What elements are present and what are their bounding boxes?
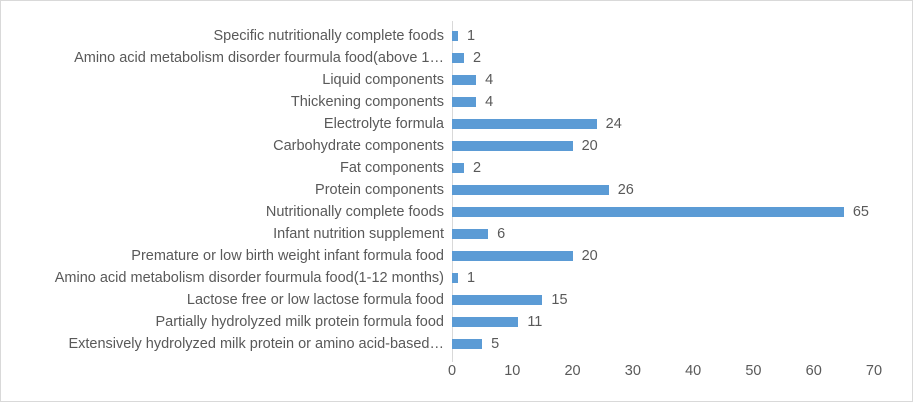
bar — [452, 163, 465, 173]
x-axis-tick-label: 0 — [447, 363, 457, 379]
bar-track: 4 — [452, 69, 912, 91]
value-label: 5 — [491, 336, 500, 352]
bar-track: 65 — [452, 201, 912, 223]
value-label: 1 — [467, 28, 476, 44]
x-axis-tick-label: 40 — [685, 363, 702, 379]
value-label: 1 — [467, 270, 476, 286]
bar-track: 6 — [452, 223, 912, 245]
category-label: Liquid components — [322, 72, 444, 88]
chart-row: Premature or low birth weight infant for… — [1, 245, 912, 267]
bar — [452, 119, 597, 129]
x-axis-tick-label: 60 — [805, 363, 822, 379]
bar — [452, 251, 573, 261]
value-label: 6 — [497, 226, 506, 242]
bar-track: 4 — [452, 91, 912, 113]
value-label: 2 — [473, 50, 482, 66]
chart-row: Nutritionally complete foods 65 — [1, 201, 912, 223]
value-label: 11 — [527, 314, 543, 330]
chart-row: Liquid components 4 — [1, 69, 912, 91]
bar — [452, 229, 489, 239]
x-axis-tick-label: 10 — [504, 363, 521, 379]
chart-row: Amino acid metabolism disorder fourmula … — [1, 47, 912, 69]
category-label: Nutritionally complete foods — [265, 204, 444, 220]
bar — [452, 31, 459, 41]
bar-track: 1 — [452, 267, 912, 289]
value-label: 2 — [473, 160, 482, 176]
category-label: Premature or low birth weight infant for… — [131, 248, 444, 264]
category-label: Amino acid metabolism disorder fourmula … — [74, 50, 444, 66]
x-axis-tick-label: 50 — [745, 363, 762, 379]
chart-rows: Specific nutritionally complete foods 1 Am… — [1, 25, 912, 355]
category-label: Specific nutritionally complete foods — [213, 28, 444, 44]
bar — [452, 295, 543, 305]
category-label: Partially hydrolyzed milk protein formul… — [155, 314, 444, 330]
x-axis-tick-label: 30 — [624, 363, 641, 379]
x-axis-tick-label: 70 — [865, 363, 883, 379]
bar-track: 11 — [452, 311, 912, 333]
chart-row: Partially hydrolyzed milk protein formul… — [1, 311, 912, 333]
category-label: Thickening components — [290, 94, 444, 110]
chart-row: Specific nutritionally complete foods 1 — [1, 25, 912, 47]
category-label: Lactose free or low lactose formula food — [186, 292, 444, 308]
bar-track: 2 — [452, 157, 912, 179]
category-label: Fat components — [340, 160, 444, 176]
bar-track: 26 — [452, 179, 912, 201]
bar — [452, 75, 477, 85]
chart-row: Amino acid metabolism disorder fourmula … — [1, 267, 912, 289]
bar-track: 15 — [452, 289, 912, 311]
category-label: Amino acid metabolism disorder fourmula … — [54, 270, 444, 286]
bar-track: 24 — [452, 113, 912, 135]
chart-row: Protein components 26 — [1, 179, 912, 201]
bar — [452, 207, 844, 217]
category-label: Electrolyte formula — [323, 116, 444, 132]
value-label: 24 — [605, 116, 622, 132]
x-axis: 0 10 20 30 40 50 60 70 — [1, 362, 912, 382]
category-label: Infant nutrition supplement — [273, 226, 444, 242]
bar-track: 2 — [452, 47, 912, 69]
chart-row: Lactose free or low lactose formula food… — [1, 289, 912, 311]
bar — [452, 141, 573, 151]
value-label: 4 — [485, 72, 494, 88]
chart-row: Extensively hydrolyzed milk protein or a… — [1, 333, 912, 355]
value-label: 20 — [581, 248, 598, 264]
bar — [452, 273, 459, 283]
chart-row: Carbohydrate components 20 — [1, 135, 912, 157]
value-label: 26 — [617, 182, 634, 198]
value-label: 65 — [852, 204, 869, 220]
bar — [452, 185, 609, 195]
category-label: Protein components — [315, 182, 444, 198]
bar — [452, 339, 483, 349]
x-axis-tick-label: 20 — [564, 363, 581, 379]
bar-track: 20 — [452, 245, 912, 267]
value-label: 15 — [551, 292, 568, 308]
bar-track: 20 — [452, 135, 912, 157]
bar — [452, 53, 465, 63]
category-label: Carbohydrate components — [273, 138, 444, 154]
chart-row: Infant nutrition supplement 6 — [1, 223, 912, 245]
bar — [452, 317, 519, 327]
chart-row: Fat components 2 — [1, 157, 912, 179]
value-label: 20 — [581, 138, 598, 154]
category-label: Extensively hydrolyzed milk protein or a… — [68, 336, 444, 352]
bar — [452, 97, 477, 107]
value-label: 4 — [485, 94, 494, 110]
bar-track: 5 — [452, 333, 912, 355]
chart-row: Electrolyte formula 24 — [1, 113, 912, 135]
chart-row: Thickening components 4 — [1, 91, 912, 113]
bar-track: 1 — [452, 25, 912, 47]
